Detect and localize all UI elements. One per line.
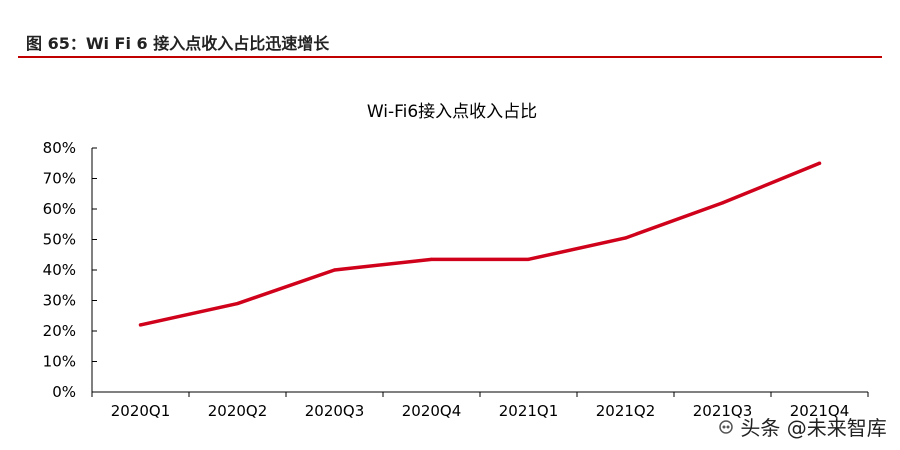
y-tick-label: 70% [43,170,76,188]
y-tick-label: 50% [43,231,76,249]
watermark-text: 头条 @未来智库 [740,416,887,440]
x-tick-label: 2020Q3 [305,402,365,420]
x-tick-label: 2021Q3 [693,402,753,420]
y-tick-label: 40% [43,261,76,279]
x-axis-ticks: 2020Q1 2020Q2 2020Q3 2020Q4 2021Q1 2021Q2 2021… [91,392,869,420]
weibo-like-icon [719,420,733,434]
data-point [623,236,628,240]
y-tick-label: 20% [43,322,76,340]
data-point [429,257,434,261]
data-point [526,257,531,261]
x-tick-label: 2020Q2 [208,402,268,420]
y-tick-label: 80% [43,139,76,157]
watermark: 头条 @未来智库 [718,412,887,441]
y-tick-label: 60% [43,200,76,218]
y-tick-label: 10% [43,353,76,371]
data-point [138,323,143,327]
figure-title: 图 65：Wi Fi 6 接入点收入占比迅速增长 [26,34,330,53]
x-tick-label: 2021Q4 [790,402,850,420]
series-line [138,161,822,327]
series-layer [138,161,822,327]
figure-header: 图 65：Wi Fi 6 接入点收入占比迅速增长 [18,16,882,58]
data-point [235,301,240,306]
data-point [720,201,725,205]
y-tick-label: 0% [52,383,76,401]
x-tick-label: 2020Q1 [111,402,171,420]
header-rule [18,56,882,58]
data-point [817,161,822,165]
y-axis-ticks: 0% 10% 20% 30% 40% 50% 60% 70% 80% [43,139,97,401]
data-point [332,268,337,272]
x-tick-label: 2021Q1 [499,402,559,420]
x-tick-label: 2021Q2 [596,402,656,420]
x-tick-label: 2020Q4 [402,402,462,420]
y-tick-label: 30% [43,292,76,310]
chart-title: Wi-Fi6接入点收入占比 [367,102,537,122]
